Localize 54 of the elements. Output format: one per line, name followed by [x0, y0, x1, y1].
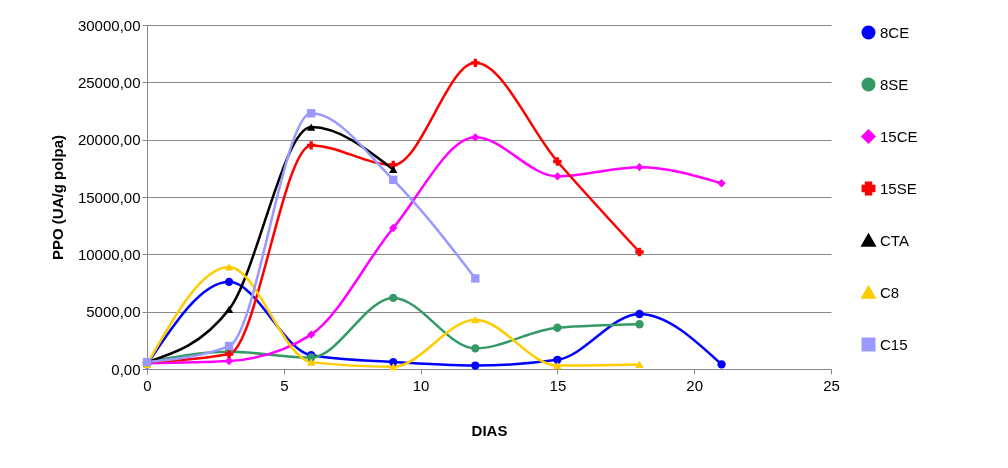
legend-label: 8CE — [880, 23, 910, 41]
point — [306, 141, 316, 150]
y-tick-label: 25000,00 — [77, 73, 141, 91]
legend-label: C15 — [880, 335, 908, 353]
point — [471, 344, 480, 353]
y-tick-label: 15000,00 — [77, 188, 141, 206]
point — [635, 320, 644, 329]
y-tick-label: 30000,00 — [77, 16, 141, 34]
y-tick-label: 0,00 — [111, 360, 141, 378]
point — [635, 360, 644, 369]
legend-label: 15CE — [880, 127, 918, 145]
point — [553, 157, 562, 166]
point — [306, 330, 316, 339]
y-axis-title: PPO (UA/g polpa) — [48, 135, 66, 260]
point — [224, 341, 234, 351]
point — [471, 274, 480, 283]
legend-label: CTA — [880, 231, 909, 249]
y-tick-label: 5000,00 — [86, 303, 141, 321]
point — [224, 263, 234, 271]
point — [389, 165, 398, 174]
x-tick-label: 15 — [549, 376, 567, 394]
legend-label: 15SE — [880, 179, 917, 197]
point — [471, 361, 480, 370]
x-tick-label: 10 — [412, 376, 430, 394]
legend-label: 8SE — [880, 75, 909, 93]
point — [306, 358, 316, 366]
point — [635, 309, 644, 319]
legend-label: C8 — [880, 283, 900, 301]
point — [553, 323, 562, 332]
point — [389, 363, 398, 371]
point — [306, 123, 316, 131]
point — [224, 305, 234, 313]
point — [553, 172, 562, 181]
x-axis-title: DIAS — [471, 421, 508, 439]
point — [717, 179, 726, 188]
point — [471, 133, 480, 142]
point — [306, 109, 316, 118]
point — [471, 316, 480, 324]
point — [635, 163, 644, 172]
point — [635, 247, 644, 257]
x-tick-label: 5 — [280, 376, 289, 394]
point — [553, 355, 562, 364]
point — [553, 361, 562, 370]
y-tick-label: 20000,00 — [77, 131, 141, 149]
point — [224, 277, 234, 287]
point — [389, 293, 398, 303]
y-tick-label: 10000,00 — [77, 245, 141, 263]
point — [717, 360, 726, 369]
point — [389, 223, 398, 233]
point — [389, 175, 398, 184]
x-tick-label: 20 — [686, 376, 704, 394]
x-tick-label: 0 — [143, 376, 152, 394]
point — [471, 58, 480, 68]
x-tick-label: 25 — [823, 376, 840, 394]
